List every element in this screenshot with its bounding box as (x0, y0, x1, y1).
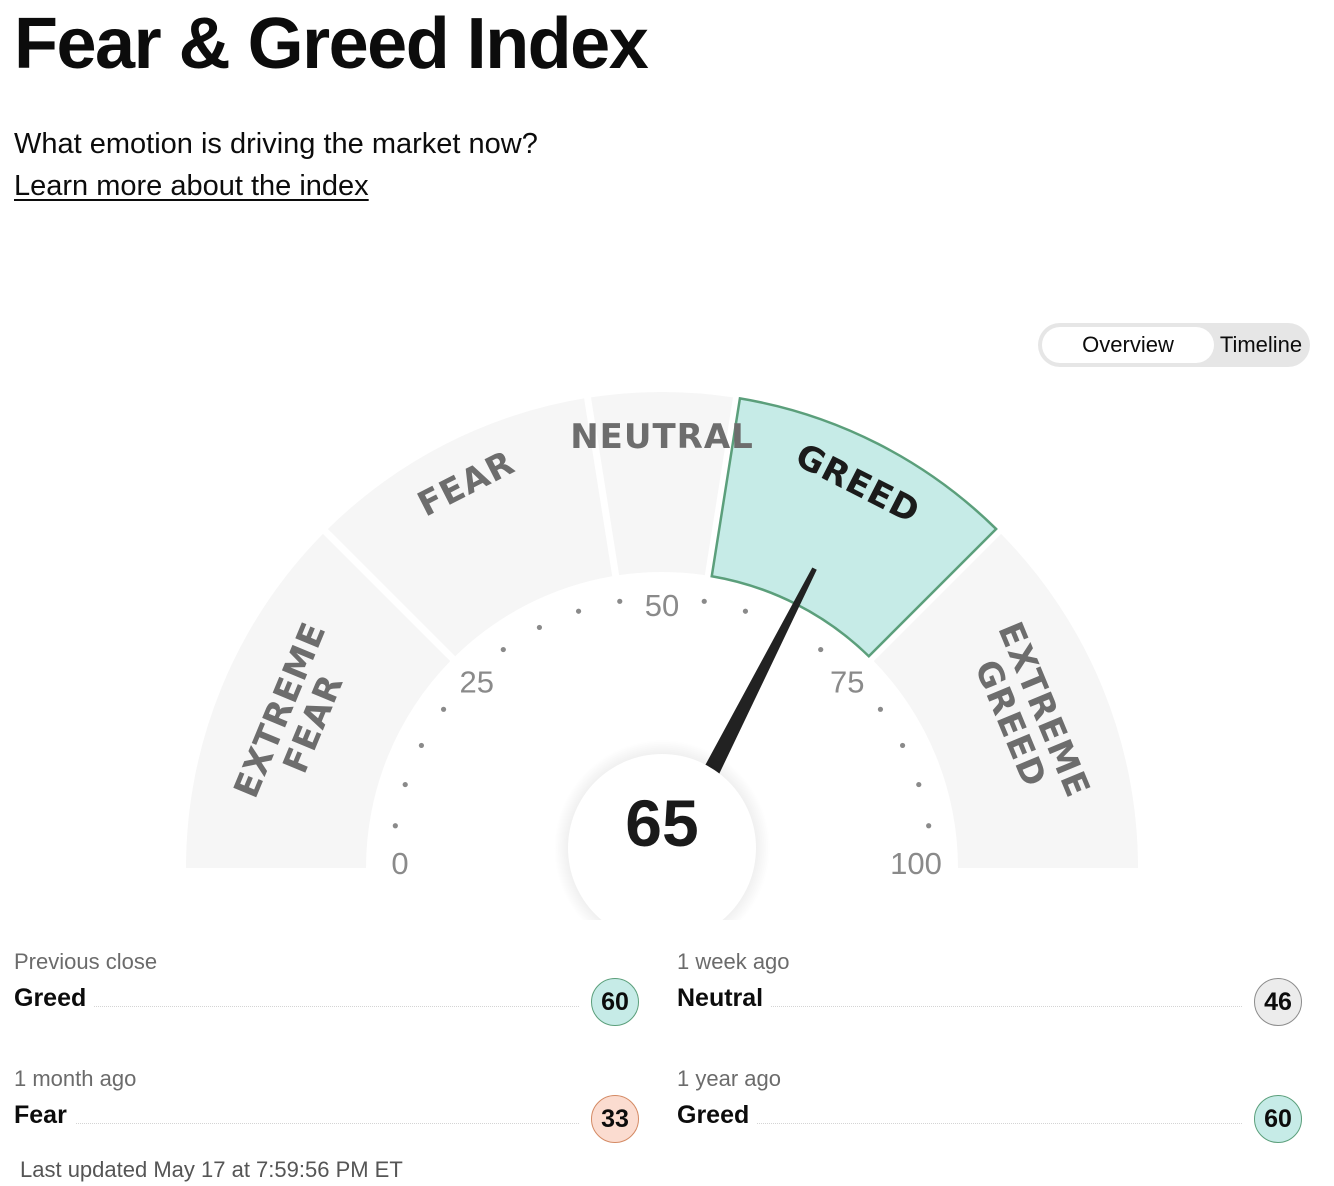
current-score: 65 (625, 786, 698, 860)
history-score-badge: 60 (1254, 1095, 1302, 1143)
timeline-tab[interactable]: Timeline (1219, 332, 1303, 357)
history-label: 1 week ago (677, 949, 790, 974)
gauge-segment-extreme-fear (186, 533, 451, 868)
learn-more-link[interactable]: Learn more about the index (14, 170, 369, 202)
history-rating: Greed (677, 1099, 758, 1131)
tick-dot (926, 823, 932, 829)
history-rating: Neutral (677, 982, 772, 1014)
history-1-week-ago: 1 week ago Neutral 46 (677, 948, 1302, 1048)
history-score-badge: 33 (591, 1095, 639, 1143)
tick-dot (617, 598, 623, 604)
tick-label-75: 75 (830, 665, 864, 700)
view-toggle: Overview Timeline (1038, 323, 1310, 367)
history-1-month-ago: 1 month ago Fear 33 (14, 1065, 639, 1165)
tick-dot (916, 781, 922, 788)
last-updated: Last updated May 17 at 7:59:56 PM ET (20, 1157, 403, 1182)
gauge-segment-greed (710, 396, 998, 658)
tick-label-0: 0 (391, 846, 408, 881)
tick-label-50: 50 (645, 588, 679, 623)
tick-label-25: 25 (459, 665, 493, 700)
page-title: Fear & Greed Index (14, 4, 649, 84)
history-score-badge: 60 (591, 978, 639, 1026)
page-subtitle: What emotion is driving the market now? (14, 128, 538, 160)
dotted-leader (14, 1123, 579, 1124)
gauge-segment-extreme-greed (873, 533, 1138, 868)
tick-dot (899, 742, 906, 749)
history-previous-close: Previous close Greed 60 (14, 948, 639, 1048)
gauge-segment-fear (327, 398, 613, 657)
dotted-leader (14, 1006, 579, 1007)
gauge-label-neutral: NEUTRAL (570, 417, 754, 457)
history-label: 1 month ago (14, 1066, 137, 1091)
gauge-label-line: NEUTRAL (570, 417, 754, 457)
tick-dot (818, 646, 824, 653)
tick-dot (536, 624, 543, 631)
tick-dot (402, 781, 408, 788)
tick-dot (742, 608, 749, 614)
gauge-tick-dots (392, 598, 932, 829)
dotted-leader (677, 1123, 1242, 1124)
tick-dot (575, 608, 582, 614)
tick-dot (877, 706, 884, 712)
history-rating: Fear (14, 1099, 75, 1131)
tick-dot (392, 823, 398, 829)
tick-dot (440, 706, 447, 712)
tick-dot (418, 742, 425, 749)
history-1-year-ago: 1 year ago Greed 60 (677, 1065, 1302, 1165)
history-label: 1 year ago (677, 1066, 781, 1091)
tick-dot (500, 646, 506, 653)
history-rating: Greed (14, 982, 95, 1014)
tick-dot (701, 598, 707, 604)
dotted-leader (677, 1006, 1242, 1007)
tick-label-100: 100 (890, 846, 942, 881)
gauge-segment-neutral (590, 392, 734, 576)
history-label: Previous close (14, 949, 158, 974)
gauge-hub (568, 754, 756, 920)
overview-tab[interactable]: Overview (1042, 327, 1214, 363)
history-score-badge: 46 (1254, 978, 1302, 1026)
